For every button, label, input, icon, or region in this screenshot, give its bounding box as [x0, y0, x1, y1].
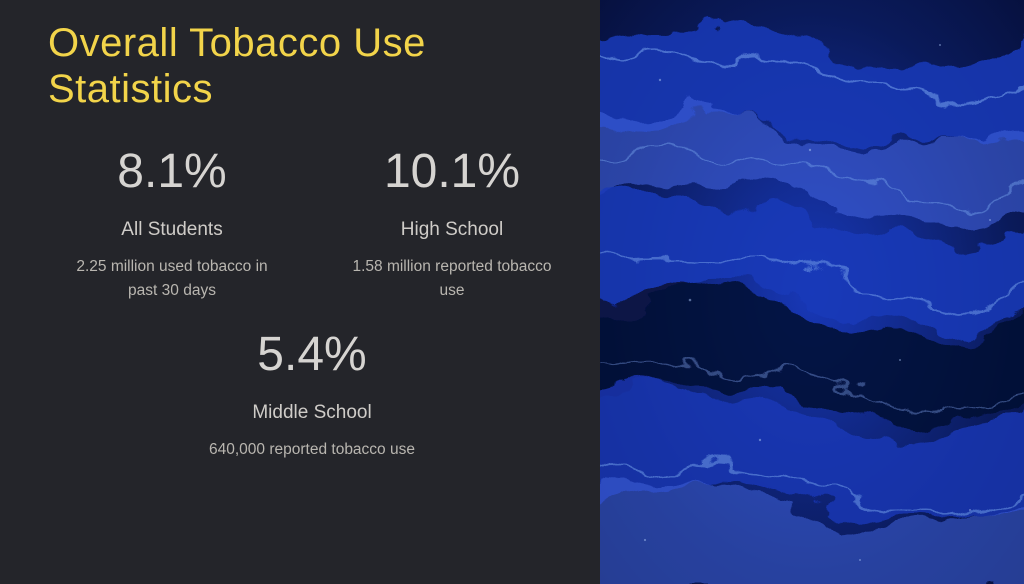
stat-percent: 5.4%	[257, 327, 366, 382]
stat-percent: 8.1%	[117, 144, 226, 199]
decorative-image-panel	[600, 0, 1024, 584]
stats-grid: 8.1% All Students 2.25 million used toba…	[48, 144, 576, 462]
stat-detail: 640,000 reported tobacco use	[209, 438, 415, 462]
stat-card-high-school: 10.1% High School 1.58 million reported …	[332, 144, 572, 303]
marble-texture-icon	[600, 0, 1024, 584]
stat-detail: 1.58 million reported tobacco use	[342, 255, 562, 303]
stat-card-middle-school: 5.4% Middle School 640,000 reported toba…	[192, 327, 432, 462]
stat-card-all-students: 8.1% All Students 2.25 million used toba…	[52, 144, 292, 303]
content-panel: Overall Tobacco Use Statistics 8.1% All …	[0, 0, 600, 584]
stat-label: All Students	[121, 219, 222, 241]
stat-label: Middle School	[252, 402, 371, 424]
stat-detail: 2.25 million used tobacco in past 30 day…	[62, 255, 282, 303]
page-title: Overall Tobacco Use Statistics	[48, 20, 576, 112]
stat-label: High School	[401, 219, 503, 241]
stat-percent: 10.1%	[384, 144, 520, 199]
